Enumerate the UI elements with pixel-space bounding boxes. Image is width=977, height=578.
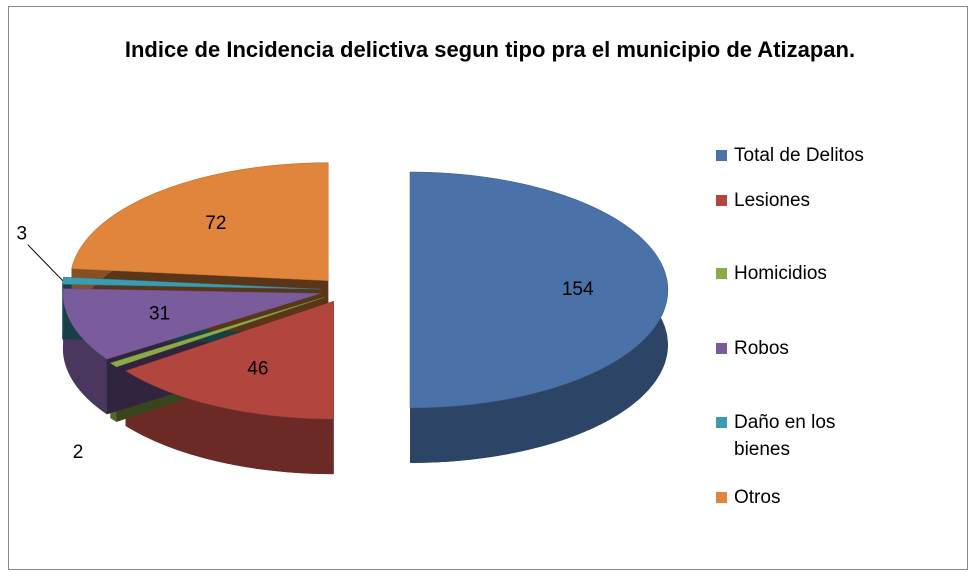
legend-item: Lesiones xyxy=(716,187,891,214)
slice xyxy=(125,300,334,420)
data-label: 3 xyxy=(17,224,28,245)
legend-label: Otros xyxy=(734,487,781,508)
legend-swatch xyxy=(716,492,727,503)
legend-label: Total de Delitos xyxy=(734,145,864,166)
slice xyxy=(62,288,322,360)
chart-frame xyxy=(8,6,968,570)
slice-side xyxy=(62,277,64,340)
data-label: 72 xyxy=(205,213,226,234)
legend-item: Homicidios xyxy=(716,260,891,287)
slice xyxy=(71,162,329,281)
slice-side xyxy=(62,288,107,415)
legend-swatch xyxy=(716,150,727,161)
data-label: 154 xyxy=(562,279,594,300)
data-label: 2 xyxy=(73,442,84,463)
legend-item: Robos xyxy=(716,335,891,362)
legend-swatch xyxy=(716,195,727,206)
data-label: 46 xyxy=(247,359,268,380)
legend-label: Daño en los bienes xyxy=(734,412,836,460)
slice xyxy=(409,171,669,409)
data-label: 31 xyxy=(149,303,170,324)
leader-line xyxy=(27,244,64,282)
legend-swatch xyxy=(716,268,727,279)
legend-item: Total de Delitos xyxy=(716,142,891,169)
legend-item: Daño en los bienes xyxy=(716,409,891,463)
legend-label: Lesiones xyxy=(734,190,811,211)
chart-title: Indice de Incidencia delictiva segun tip… xyxy=(124,37,856,62)
legend-label: Homicidios xyxy=(734,263,827,284)
legend-swatch xyxy=(716,343,727,354)
legend-item: Otros xyxy=(716,484,891,511)
legend-label: Robos xyxy=(734,338,789,359)
legend-swatch xyxy=(716,417,727,428)
slice xyxy=(109,296,325,368)
